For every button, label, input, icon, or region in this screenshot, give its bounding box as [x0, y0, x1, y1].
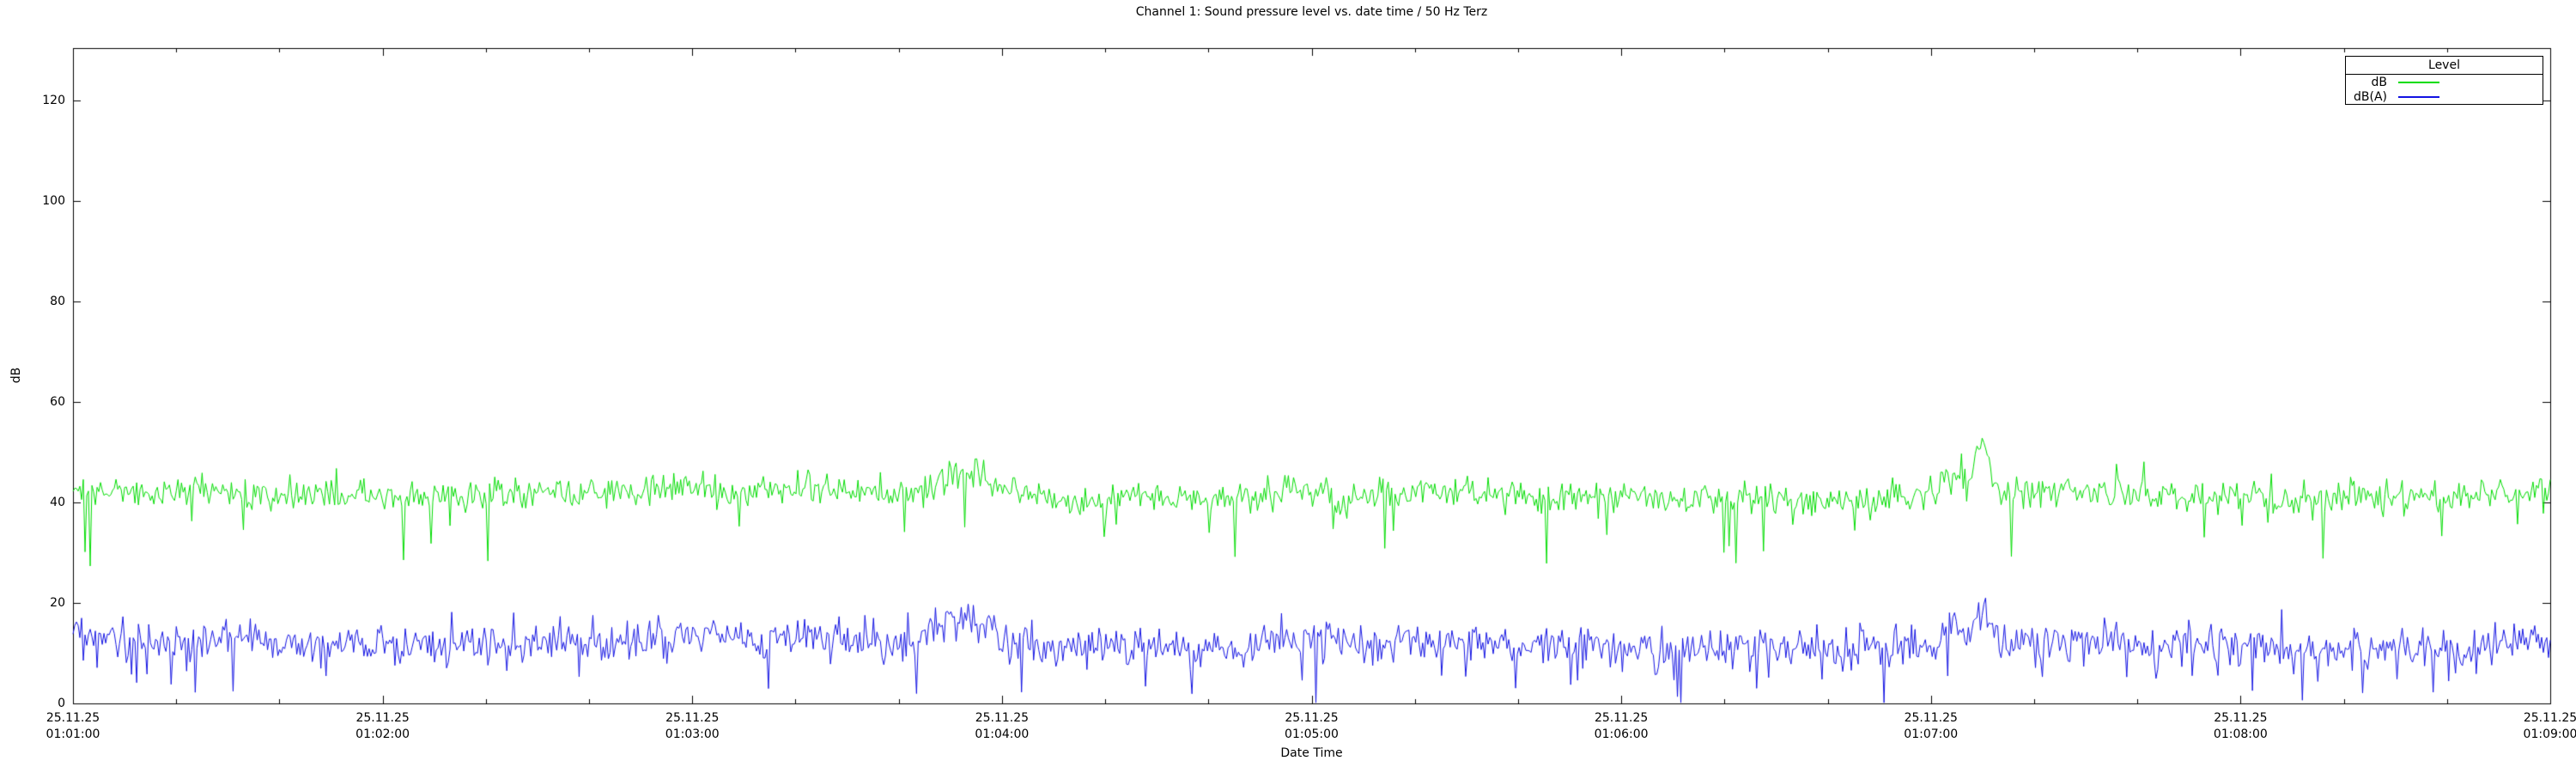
legend-series-line-swatch: [2398, 95, 2439, 98]
legend-series-label: dB: [2371, 75, 2388, 89]
legend-series-label: dB(A): [2354, 89, 2387, 104]
legend-entry: dB(A): [2346, 89, 2543, 104]
x-axis-title: Date Time: [1280, 746, 1343, 760]
y-tick-label: 120: [42, 93, 65, 107]
x-tick-date: 25.11.25: [2214, 711, 2268, 725]
x-tick-time: 01:08:00: [2213, 727, 2268, 741]
legend-entry: dB: [2346, 75, 2543, 89]
x-tick-time: 01:07:00: [1904, 727, 1959, 741]
x-tick-date: 25.11.25: [975, 711, 1030, 725]
x-tick-date: 25.11.25: [2523, 711, 2576, 725]
y-tick-label: 60: [50, 394, 65, 409]
x-tick-date: 25.11.25: [1594, 711, 1649, 725]
legend-title: Level: [2346, 57, 2543, 75]
y-tick-label: 100: [42, 193, 65, 208]
x-tick-date: 25.11.25: [1285, 711, 1339, 725]
y-axis-title: dB: [9, 367, 23, 384]
x-tick-label: 25.11.25 01:09:00: [2482, 710, 2576, 743]
y-tick-label: 20: [50, 595, 65, 610]
y-tick-label: 40: [50, 495, 65, 509]
x-tick-label: 25.11.25 01:02:00: [314, 710, 452, 743]
x-tick-time: 01:05:00: [1285, 727, 1339, 741]
x-tick-time: 01:03:00: [665, 727, 720, 741]
x-tick-time: 01:06:00: [1594, 727, 1649, 741]
x-tick-time: 01:09:00: [2523, 727, 2576, 741]
y-tick-label: 0: [58, 697, 65, 710]
legend-series-line-swatch: [2398, 81, 2439, 83]
x-tick-label: 25.11.25 01:07:00: [1862, 710, 2000, 743]
x-tick-date: 25.11.25: [665, 711, 720, 725]
legend: Level dB dB(A): [2345, 56, 2543, 105]
x-tick-label: 25.11.25 01:06:00: [1552, 710, 1690, 743]
x-tick-label: 25.11.25 01:01:00: [4, 710, 142, 743]
x-tick-label: 25.11.25 01:03:00: [623, 710, 761, 743]
x-tick-label: 25.11.25 01:04:00: [933, 710, 1071, 743]
legend-rows: dB dB(A): [2346, 75, 2543, 104]
x-tick-time: 01:04:00: [975, 727, 1030, 741]
x-tick-label: 25.11.25 01:05:00: [1243, 710, 1381, 743]
x-tick-time: 01:01:00: [46, 727, 100, 741]
y-tick-label: 80: [50, 294, 65, 308]
x-tick-date: 25.11.25: [1904, 711, 1958, 725]
x-tick-date: 25.11.25: [355, 711, 410, 725]
x-tick-date: 25.11.25: [46, 711, 100, 725]
x-tick-time: 01:02:00: [355, 727, 410, 741]
x-tick-label: 25.11.25 01:08:00: [2172, 710, 2309, 743]
